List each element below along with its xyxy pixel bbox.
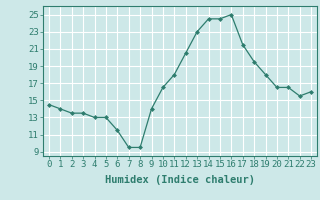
X-axis label: Humidex (Indice chaleur): Humidex (Indice chaleur)	[105, 175, 255, 185]
